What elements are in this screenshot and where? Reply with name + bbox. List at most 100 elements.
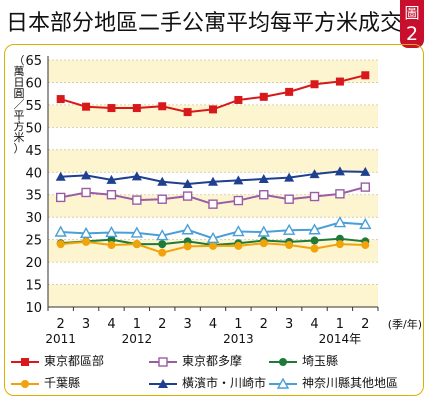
x-tick-label: 2 — [158, 317, 166, 332]
legend-item: 千葉縣 — [10, 374, 80, 391]
y-tick-label: 15 — [25, 279, 42, 294]
data-point — [156, 229, 169, 241]
data-point — [131, 171, 142, 181]
x-tick-label: 4 — [209, 317, 217, 332]
data-point — [282, 223, 296, 235]
grid-band — [48, 60, 378, 83]
data-point — [132, 240, 141, 249]
data-point — [82, 237, 91, 246]
x-tick-label: 1 — [336, 317, 344, 332]
data-point — [158, 248, 167, 257]
data-point — [308, 223, 321, 235]
data-point — [284, 172, 295, 182]
legend-swatch — [11, 379, 39, 388]
legend-item: 橫濱市・川崎市 — [148, 374, 266, 391]
x-tick-label: 1 — [234, 317, 242, 332]
data-point — [56, 240, 65, 249]
data-point — [183, 108, 192, 117]
data-point — [208, 176, 218, 186]
data-point — [105, 226, 118, 238]
legend-item: 東京都多摩 — [148, 352, 242, 369]
series-2 — [55, 182, 371, 209]
series-4 — [56, 237, 370, 257]
legend-marker — [276, 377, 290, 389]
data-point — [157, 176, 168, 186]
data-point — [233, 195, 244, 206]
data-point — [257, 225, 270, 237]
data-point — [132, 195, 142, 205]
data-point — [79, 226, 93, 239]
data-point — [360, 182, 371, 192]
data-point — [55, 192, 66, 203]
legend-label: 神奈川縣其他地區 — [302, 376, 399, 390]
figure-badge: 圖 2 — [400, 0, 424, 48]
data-point — [107, 241, 116, 250]
x-tick-label: 3 — [183, 317, 191, 332]
figure-badge-number: 2 — [405, 23, 419, 45]
data-point — [130, 226, 144, 238]
data-point — [361, 71, 370, 80]
legend-label: 東京都區部 — [44, 354, 105, 368]
x-year-label: 2012 — [122, 332, 153, 346]
data-point — [232, 225, 245, 237]
y-axis-label: （萬日圓／平方米） — [14, 54, 25, 155]
data-point — [209, 105, 217, 114]
x-tick-label: 4 — [310, 317, 318, 332]
data-point — [158, 240, 167, 249]
legend-label: 橫濱市・川崎市 — [182, 376, 267, 390]
data-point — [310, 244, 319, 253]
data-point — [285, 241, 294, 250]
legend-label: 千葉縣 — [44, 376, 81, 390]
data-point — [209, 241, 217, 250]
data-point — [233, 175, 244, 185]
data-point — [259, 190, 269, 200]
y-tick-label: 65 — [25, 54, 42, 69]
data-point — [335, 77, 344, 86]
data-point — [310, 236, 319, 245]
data-point — [56, 95, 65, 104]
y-tick-label: 10 — [25, 301, 42, 316]
data-point — [132, 104, 141, 113]
legend-marker — [158, 378, 168, 388]
legend-swatch — [269, 357, 297, 366]
x-tick-label: 1 — [133, 317, 141, 332]
data-point — [106, 190, 117, 200]
data-point — [157, 194, 167, 204]
x-tick-label: 2 — [57, 317, 65, 332]
legend-swatch — [149, 378, 177, 388]
data-point — [310, 80, 319, 89]
data-point — [335, 189, 345, 199]
data-point — [334, 166, 345, 176]
data-point — [81, 187, 91, 198]
figure-badge-label: 圖 — [404, 4, 420, 22]
legend-item: 東京都區部 — [10, 352, 104, 369]
grid-band — [48, 149, 378, 173]
x-tick-label: 3 — [82, 317, 90, 332]
data-point — [360, 166, 371, 176]
data-point — [81, 170, 92, 180]
series-1 — [56, 71, 370, 117]
data-point — [234, 241, 243, 250]
data-point — [285, 87, 294, 96]
x-year-label: 2011 — [45, 332, 76, 346]
data-point — [182, 178, 193, 188]
data-point — [335, 240, 344, 249]
data-point — [181, 223, 194, 235]
data-point — [183, 242, 192, 251]
data-point — [82, 102, 91, 111]
y-tick-label: 40 — [25, 166, 42, 181]
data-point — [284, 194, 294, 204]
data-point — [158, 102, 167, 111]
data-point — [107, 104, 116, 113]
data-point — [55, 171, 66, 181]
x-unit-label: (季/年) — [388, 317, 422, 331]
x-tick-label: 4 — [107, 317, 115, 332]
legend-swatch — [149, 356, 177, 367]
legend-label: 東京都多摩 — [182, 354, 243, 368]
y-tick-label: 20 — [25, 256, 42, 271]
data-point — [259, 239, 268, 248]
y-tick-label: 60 — [25, 76, 42, 91]
chart-frame — [4, 44, 424, 396]
legend-item: 神奈川縣其他地區 — [268, 374, 398, 391]
